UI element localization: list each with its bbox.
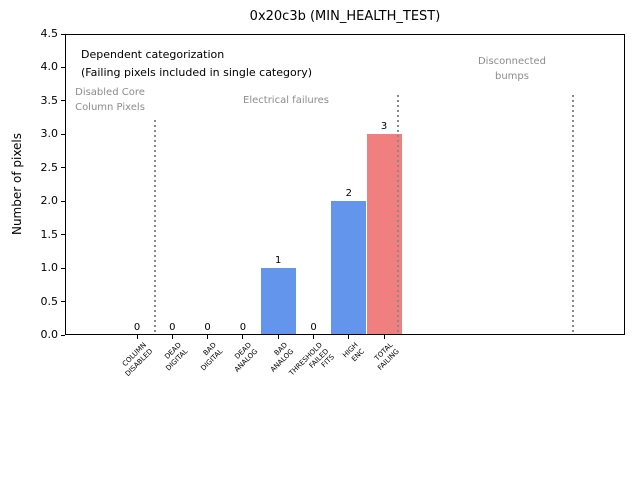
plot-frame <box>65 34 625 335</box>
y-tick-mark <box>61 33 65 35</box>
bar-value-label: 0 <box>239 322 247 333</box>
section-label-disabled-core-column-pixels: Disabled Core Column Pixels <box>75 87 145 113</box>
y-tick-label: 1.5 <box>40 227 59 241</box>
bar <box>260 268 296 335</box>
section-divider-line <box>572 94 575 335</box>
y-axis-label: Number of pixels <box>10 132 24 236</box>
x-tick-mark <box>207 335 209 339</box>
x-tick-mark <box>277 335 279 339</box>
annotation-dependent-categorization: Dependent categorization <box>81 48 225 61</box>
y-tick-mark <box>61 66 65 68</box>
bar-value-label: 1 <box>275 255 282 267</box>
y-tick-mark <box>61 234 65 236</box>
x-tick-label: TOTAL FAILING <box>373 341 401 372</box>
bar-value-label: 0 <box>204 322 211 333</box>
y-tick-label: 0.5 <box>40 294 59 308</box>
x-tick-mark <box>171 335 173 339</box>
bar <box>331 201 367 335</box>
x-tick-label: COLUMN DISABLED <box>120 341 154 378</box>
y-tick-label: 4.0 <box>40 60 59 74</box>
x-tick-mark <box>383 335 385 339</box>
section-divider-line <box>397 94 400 335</box>
x-tick-mark <box>313 335 314 339</box>
y-tick-mark <box>61 167 65 169</box>
x-tick-mark <box>348 335 350 339</box>
x-tick-mark <box>242 335 244 339</box>
x-tick-label: DEAD DIGITAL <box>163 341 189 373</box>
x-tick-label: HIGH ENC <box>341 341 366 363</box>
bar <box>366 134 402 335</box>
y-tick-label: 4.5 <box>40 27 59 40</box>
x-tick-label: DEAD ANALOG <box>233 341 260 374</box>
y-tick-mark <box>61 267 65 269</box>
y-tick-mark <box>61 200 65 202</box>
annotation-failing-pixels-note: (Failing pixels included in single categ… <box>81 66 313 79</box>
plot-area: 0 0 0 0 1 0 2 3 <box>65 34 625 335</box>
y-tick-label: 1.0 <box>40 261 59 275</box>
bar-value-label: 3 <box>380 121 388 133</box>
bar-value-label: 0 <box>133 322 141 333</box>
bar-value-label: 0 <box>169 322 176 333</box>
y-tick-label: 0.0 <box>40 328 59 341</box>
y-tick-label: 2.5 <box>40 160 59 174</box>
y-tick-label: 2.0 <box>40 194 59 208</box>
x-tick-label: THRESHOLD FAILED FITS <box>287 341 337 378</box>
y-tick-mark <box>61 133 65 135</box>
section-label-disconnected-bumps: Disconnected bumps <box>477 56 547 82</box>
x-tick-label: BAD DIGITAL <box>199 341 225 373</box>
y-tick-mark <box>61 100 65 102</box>
x-tick-mark <box>136 335 138 339</box>
section-label-electrical-failures: Electrical failures <box>243 95 329 106</box>
y-tick-mark <box>61 334 65 336</box>
bar-value-label: 0 <box>310 322 317 333</box>
y-tick-mark <box>61 301 65 303</box>
y-tick-label: 3.5 <box>40 93 59 107</box>
chart-title: 0x20c3b (MIN_HEALTH_TEST) <box>249 9 441 24</box>
section-divider-line <box>153 120 156 335</box>
bar-value-label: 2 <box>345 188 352 200</box>
y-tick-label: 3.0 <box>40 127 59 141</box>
